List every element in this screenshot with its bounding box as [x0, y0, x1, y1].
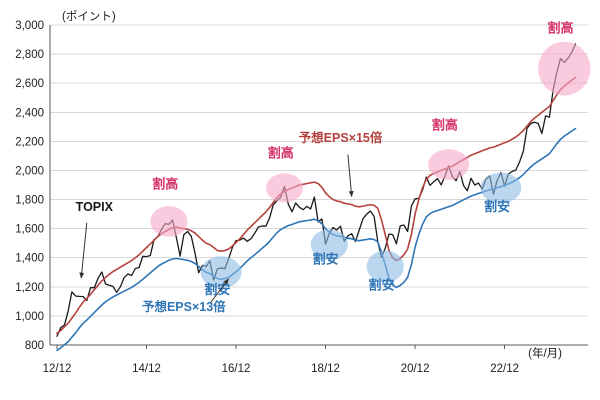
series-line-eps15 [56, 76, 577, 335]
y-axis-unit-label: (ポイント) [62, 11, 116, 23]
overvalued-ellipse [265, 173, 304, 203]
series-callout-label: TOPIX [76, 200, 114, 214]
x-tick-label: 14/12 [132, 363, 161, 375]
series-callout-label: 予想EPS×13倍 [142, 299, 226, 314]
undervalued-ellipse [200, 256, 242, 289]
y-tick-label: 3,000 [15, 20, 44, 32]
x-tick-label: 18/12 [311, 363, 340, 375]
y-tick-label: 2,200 [15, 136, 44, 148]
y-tick-label: 2,000 [15, 165, 44, 177]
overvalued-ellipse [150, 206, 188, 237]
undervalued-label: 割安 [204, 282, 230, 297]
callout-arrow [79, 222, 88, 279]
undervalued-ellipse [366, 250, 404, 283]
y-tick-label: 1,200 [15, 282, 44, 294]
undervalued-label: 割安 [313, 252, 339, 267]
y-tick-label: 1,800 [15, 195, 44, 207]
undervalued-ellipse [310, 229, 348, 260]
y-tick-label: 2,400 [15, 107, 44, 119]
y-tick-label: 800 [25, 340, 44, 352]
undervalued-ellipse [480, 172, 522, 204]
overvalued-ellipse [538, 41, 591, 96]
overvalued-label: 割高 [547, 20, 573, 35]
x-axis-unit-label: (年/月) [528, 348, 562, 360]
callout-arrow [347, 154, 354, 198]
undervalued-label: 割安 [484, 199, 510, 214]
y-tick-label: 1,000 [15, 311, 44, 323]
undervalued-label: 割安 [368, 278, 394, 293]
y-tick-label: 2,600 [15, 78, 44, 90]
y-tick-label: 2,800 [15, 49, 44, 61]
overvalued-label: 割高 [152, 177, 178, 192]
overvalued-ellipse [428, 149, 470, 180]
overvalued-label: 割高 [268, 145, 294, 160]
x-tick-label: 20/12 [401, 363, 430, 375]
y-tick-label: 1,400 [15, 253, 44, 265]
x-tick-label: 22/12 [490, 363, 519, 375]
x-tick-label: 12/12 [43, 363, 72, 375]
x-tick-label: 16/12 [222, 363, 251, 375]
y-tick-label: 1,600 [15, 224, 44, 236]
callout-arrow [209, 278, 229, 304]
series-callout-label: 予想EPS×15倍 [299, 130, 383, 145]
overvalued-label: 割高 [432, 118, 458, 133]
